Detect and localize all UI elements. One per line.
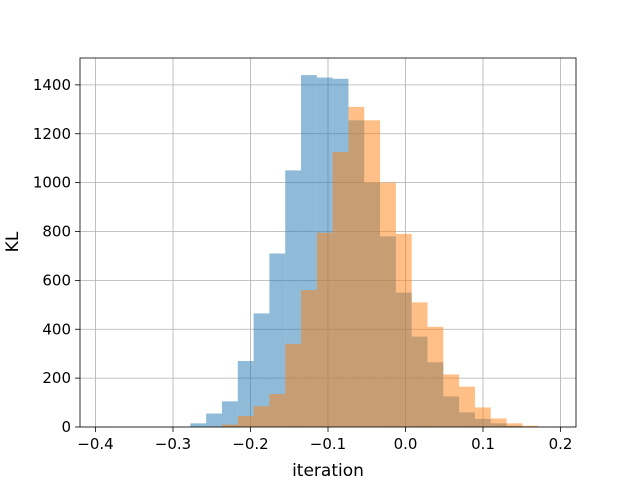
- histogram-bar-series-2: [253, 406, 270, 427]
- histogram-bar-series-1: [206, 413, 222, 427]
- x-tick-label: 0.2: [549, 435, 573, 453]
- y-tick-label: 800: [42, 223, 71, 241]
- histogram-bar-series-2: [237, 416, 254, 427]
- x-tick-label: −0.3: [155, 435, 191, 453]
- histogram-bar-series-2: [316, 232, 333, 427]
- histogram-bar-series-2: [490, 418, 507, 427]
- histogram-bar-series-2: [427, 326, 444, 427]
- y-tick-label: 1000: [33, 174, 71, 192]
- histogram-bar-series-2: [285, 343, 302, 427]
- histogram-bar-series-2: [474, 407, 491, 427]
- histogram-bar-series-2: [411, 302, 428, 427]
- histogram-bar-series-2: [395, 233, 412, 427]
- x-tick-label: 0.0: [394, 435, 418, 453]
- y-tick-label: 1200: [33, 125, 71, 143]
- x-tick-label: −0.2: [232, 435, 268, 453]
- histogram-bar-series-2: [459, 386, 475, 427]
- x-tick-label: −0.1: [310, 435, 346, 453]
- y-tick-label: 600: [42, 271, 71, 289]
- histogram-bar-series-1: [237, 361, 254, 427]
- x-tick-label: 0.1: [471, 435, 495, 453]
- histogram-bar-series-1: [269, 253, 286, 427]
- x-axis-label: iteration: [292, 461, 364, 480]
- histogram-bar-series-1: [190, 423, 207, 427]
- histogram-bar-series-2: [221, 424, 238, 427]
- histogram-bar-series-2: [380, 182, 396, 427]
- histogram-bar-series-2: [301, 290, 317, 427]
- axis-ticks: −0.4 −0.3 −0.2 −0.1 0.0 0.1 0.2 0 200 400 600 800 10…: [33, 76, 573, 453]
- x-tick-label: −0.4: [77, 435, 113, 453]
- histogram-bars: [95, 75, 570, 428]
- histogram-bar-series-1: [221, 401, 238, 427]
- histogram-bar-series-2: [522, 425, 539, 427]
- y-tick-label: 0: [61, 418, 71, 436]
- y-tick-label: 1400: [33, 76, 71, 94]
- histogram-bar-series-2: [332, 152, 349, 428]
- histogram-bar-series-2: [506, 423, 523, 427]
- y-tick-label: 200: [42, 369, 71, 387]
- histogram-bar-series-2: [269, 394, 286, 427]
- histogram-bar-series-2: [443, 374, 460, 427]
- histogram-bar-series-2: [364, 120, 381, 427]
- histogram-bar-series-1: [253, 313, 270, 427]
- y-axis-label: KL: [3, 231, 23, 252]
- y-tick-label: 400: [42, 320, 71, 338]
- histogram-bar-series-2: [348, 106, 365, 427]
